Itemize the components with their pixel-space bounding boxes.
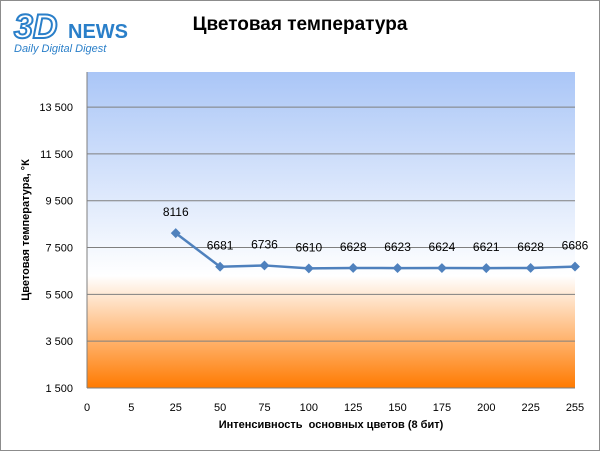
y-tick-labels: 1 500 3 500 5 500 7 500 9 500 11 500 13 500 [39, 102, 73, 395]
x-tick-labels: 0 5 25 50 75 100 125 150 175 200 225 255 [84, 402, 584, 414]
x-tick-label: 225 [521, 402, 539, 414]
y-tick-label: 3 500 [45, 336, 73, 348]
x-tick-label: 75 [258, 402, 270, 414]
logo-news: NEWS [68, 21, 128, 43]
logo-tagline: Daily Digital Digest [14, 43, 107, 55]
data-point [170, 228, 181, 239]
y-axis-title: Цветовая температура, °К [20, 159, 32, 301]
data-label: 6681 [207, 239, 234, 253]
series-line [174, 232, 576, 270]
data-label: 6623 [384, 240, 411, 254]
series-markers [170, 228, 580, 274]
data-point [392, 263, 403, 274]
data-point [348, 263, 359, 273]
data-label: 6686 [562, 239, 589, 253]
plot-area [87, 72, 575, 388]
y-tick-label: 7 500 [45, 243, 73, 255]
gridlines [87, 106, 575, 342]
data-point [259, 260, 270, 271]
x-tick-label: 0 [84, 402, 90, 414]
x-tick-label: 25 [170, 402, 182, 414]
x-tick-label: 50 [214, 402, 226, 414]
x-tick-label: 255 [566, 402, 584, 414]
data-label: 6621 [473, 240, 500, 254]
data-label: 6736 [251, 237, 278, 251]
data-point [215, 261, 226, 272]
x-tick-label: 5 [128, 402, 134, 414]
data-label: 6624 [429, 240, 456, 254]
y-tick-label: 1 500 [45, 383, 73, 395]
y-tick-label: 11 500 [40, 149, 73, 161]
data-label: 6610 [295, 240, 322, 254]
data-point [570, 261, 580, 272]
data-label: 6628 [340, 240, 367, 254]
y-tick-label: 5 500 [45, 289, 73, 301]
x-tick-label: 175 [433, 402, 451, 414]
data-point [303, 263, 314, 274]
data-labels: 8116 6681 6736 6610 6628 6623 6624 6621 6628 6686 [163, 205, 589, 254]
logo-3d: 3D [14, 8, 57, 46]
x-tick-label: 150 [388, 402, 406, 414]
x-tick-label: 100 [300, 402, 318, 414]
data-point [525, 263, 536, 273]
y-tick-label: 9 500 [45, 196, 73, 208]
chart-title: Цветовая температура [192, 14, 408, 35]
x-tick-label: 125 [344, 402, 362, 414]
site-logo: 3D NEWS Daily Digital Digest [13, 8, 128, 55]
y-tick-label: 13 500 [39, 102, 73, 114]
data-point [436, 263, 447, 274]
data-point [481, 263, 492, 274]
x-axis-title: Интенсивность основных цветов (8 бит) [219, 419, 444, 431]
data-label: 8116 [163, 205, 189, 219]
data-label: 6628 [517, 240, 544, 254]
x-tick-label: 200 [477, 402, 495, 414]
